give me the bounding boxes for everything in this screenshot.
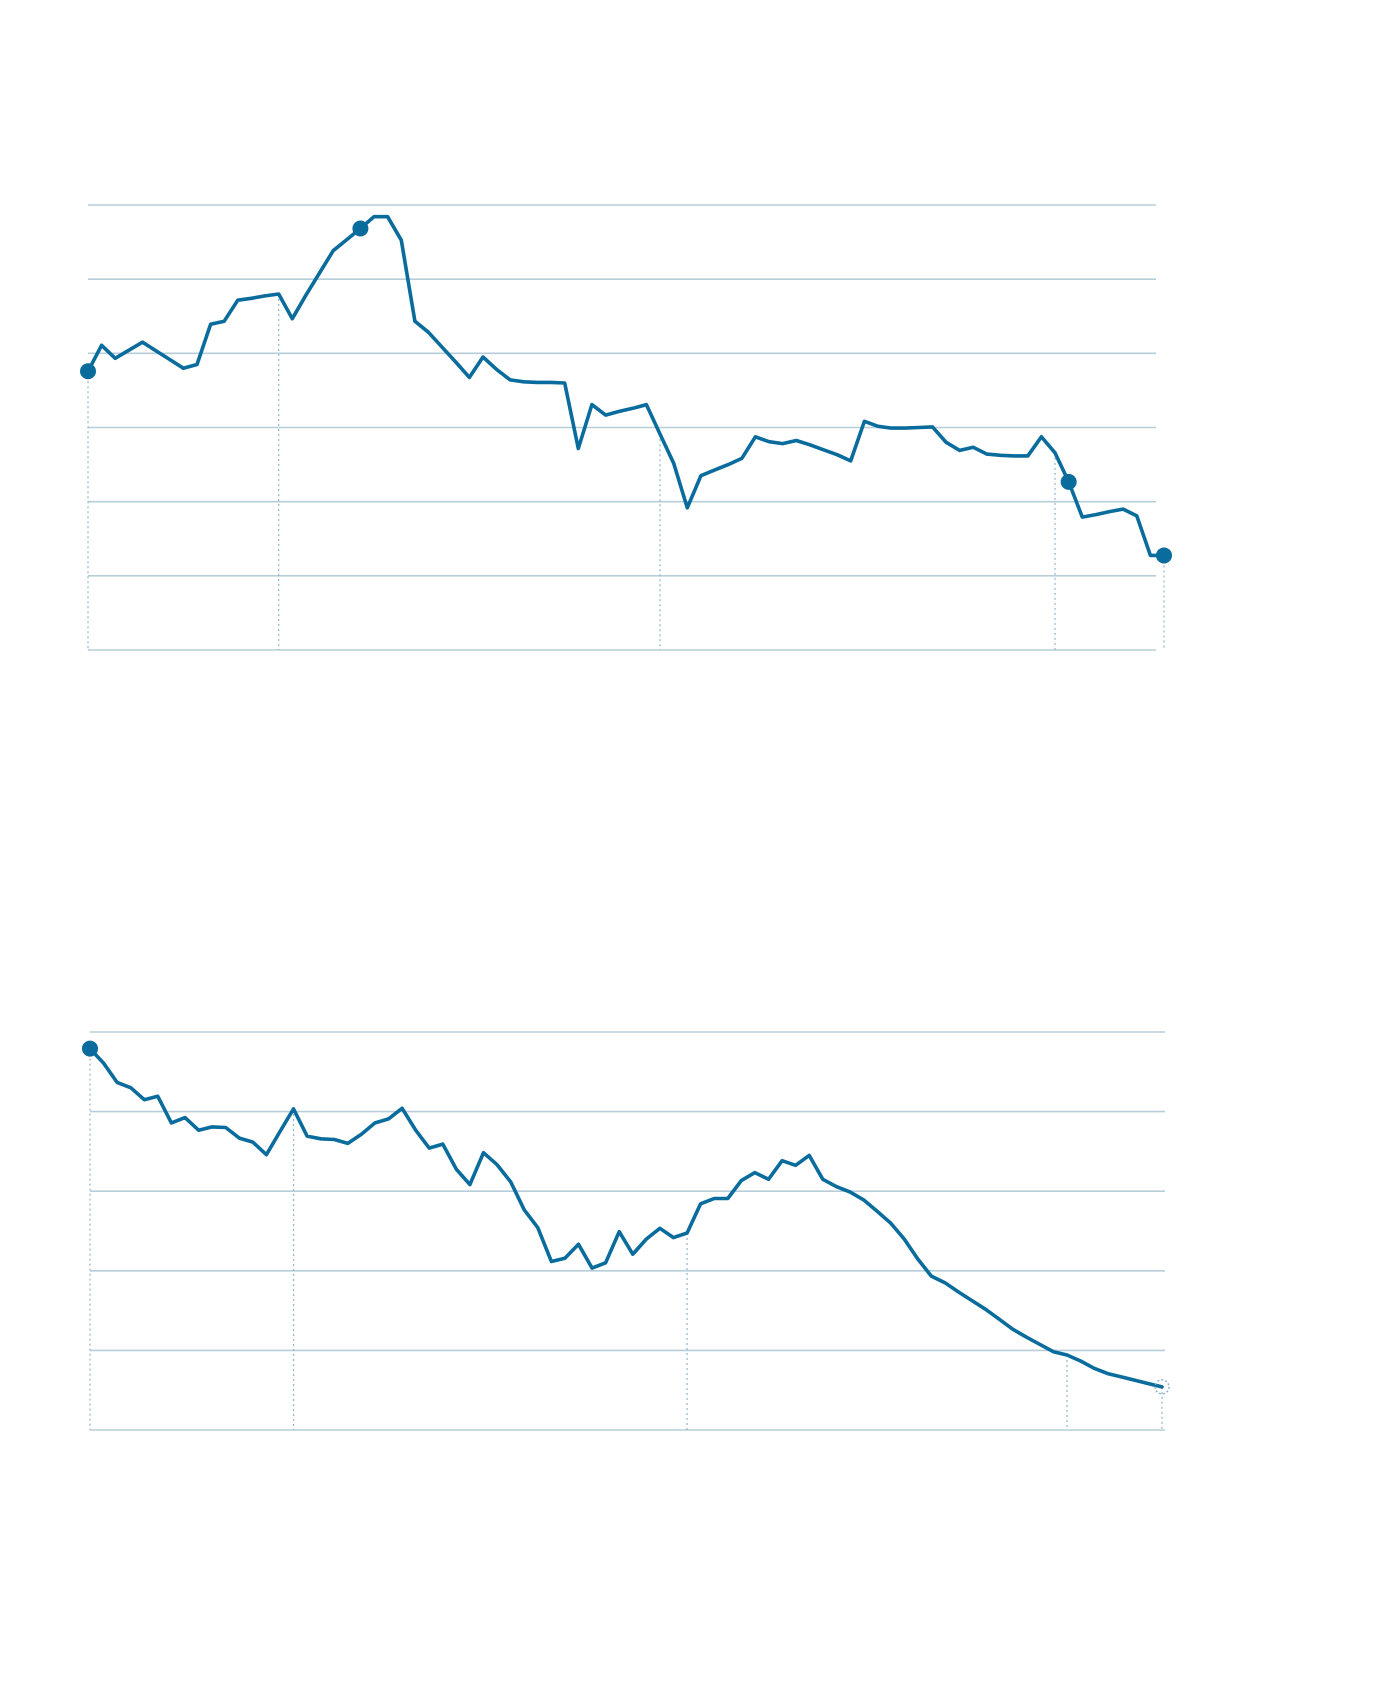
- top-chart-svg: [80, 204, 1172, 651]
- top-chart-marker-point: [1156, 547, 1172, 564]
- top-line-chart: [0, 0, 1400, 760]
- bottom-chart-series-line: [88, 1046, 1164, 1389]
- top-chart-marker-point: [352, 220, 369, 237]
- bottom-chart-svg: [82, 1031, 1170, 1431]
- top-chart-series-line: [86, 214, 1166, 558]
- top-chart-marker-point: [80, 363, 96, 380]
- bottom-line-chart: [0, 1000, 1400, 1600]
- bottom-chart-marker-point: [82, 1040, 98, 1057]
- top-chart-marker-point: [1060, 473, 1077, 490]
